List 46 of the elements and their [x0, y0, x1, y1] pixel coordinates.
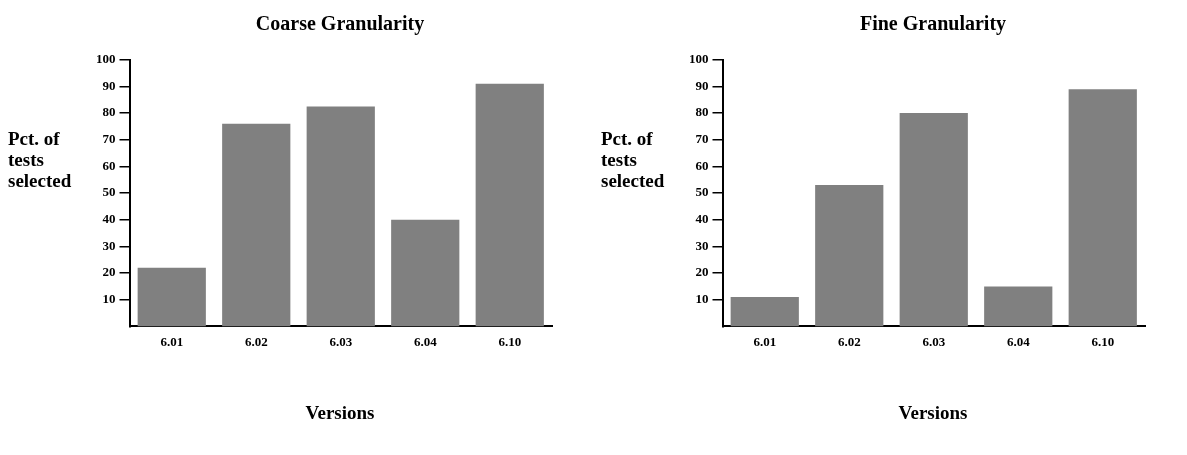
- bar: [137, 267, 206, 327]
- y-tick-label: 40: [695, 211, 709, 227]
- x-tick-label: 6.10: [1091, 333, 1115, 349]
- y-tick-label: 80: [695, 104, 709, 120]
- chart-title: Coarse Granularity: [254, 12, 426, 35]
- y-tick-label: 60: [695, 157, 709, 173]
- bar: [475, 83, 544, 327]
- bar: [222, 123, 291, 327]
- y-tick-label: 90: [102, 77, 116, 93]
- chart-title: Fine Granularity: [858, 12, 1008, 35]
- x-tick-label: 6.04: [413, 333, 438, 349]
- y-tick-label: 30: [695, 237, 709, 253]
- bar: [815, 185, 884, 327]
- x-axis-title: Versions: [897, 402, 969, 424]
- y-tick-label: 100: [96, 51, 116, 67]
- x-tick-label: 6.04: [1006, 333, 1031, 349]
- y-tick-label: 90: [695, 77, 709, 93]
- x-tick-label: 6.10: [498, 333, 522, 349]
- y-tick-label: 20: [102, 264, 116, 280]
- x-tick-label: 6.01: [160, 333, 184, 349]
- y-axis-title: Pct. of tests selected: [8, 128, 73, 191]
- y-tick-label: 40: [102, 211, 116, 227]
- y-tick-label: 70: [102, 131, 116, 147]
- x-tick-label: 6.03: [922, 333, 946, 349]
- x-tick-label: 6.03: [329, 333, 353, 349]
- bar: [391, 219, 460, 327]
- y-tick-label: 50: [695, 184, 709, 200]
- y-tick-label: 100: [689, 51, 709, 67]
- bar: [730, 297, 799, 327]
- bar: [984, 286, 1053, 327]
- x-axis-title: Versions: [304, 402, 376, 424]
- x-tick-label: 6.02: [837, 333, 861, 349]
- x-tick-label: 6.02: [244, 333, 268, 349]
- bar: [306, 106, 375, 327]
- y-tick-label: 10: [102, 291, 116, 307]
- bar: [899, 113, 968, 327]
- y-tick-label: 30: [102, 237, 116, 253]
- bar: [1068, 89, 1137, 327]
- y-tick-label: 50: [102, 184, 116, 200]
- y-tick-label: 20: [695, 264, 709, 280]
- y-tick-label: 80: [102, 104, 116, 120]
- y-tick-label: 10: [695, 291, 709, 307]
- y-axis-title: Pct. of tests selected: [601, 128, 666, 191]
- y-tick-label: 60: [102, 157, 116, 173]
- x-tick-label: 6.01: [753, 333, 777, 349]
- y-tick-label: 70: [695, 131, 709, 147]
